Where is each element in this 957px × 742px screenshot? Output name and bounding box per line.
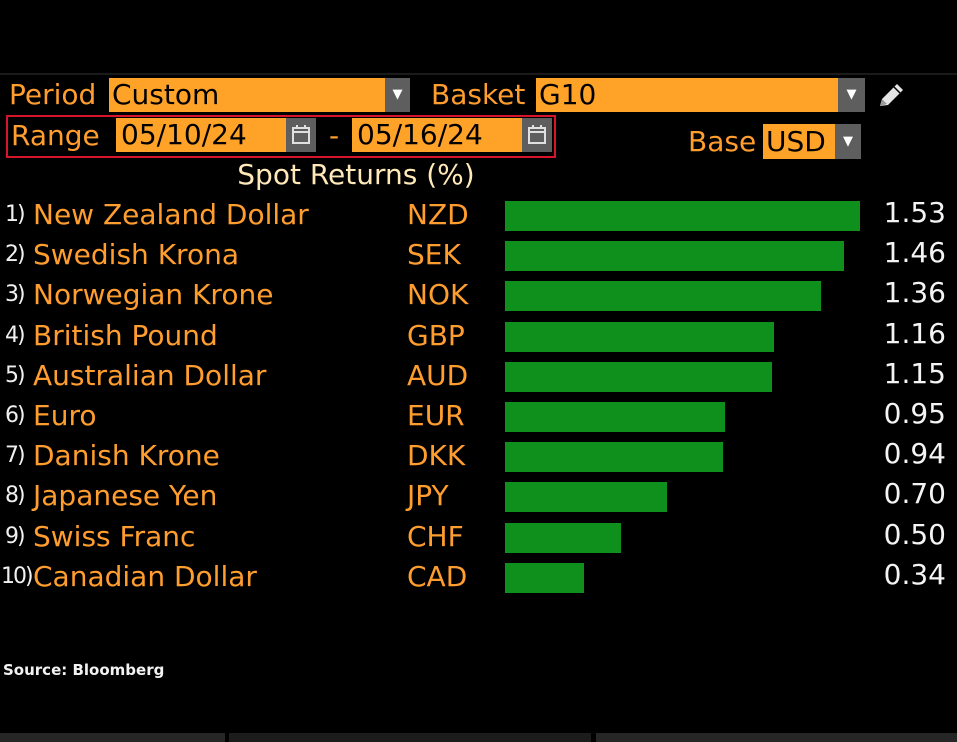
row-number: 5): [5, 362, 26, 388]
return-value: 0.50: [883, 517, 946, 551]
range-label: Range: [11, 119, 100, 152]
row-number: 8): [5, 483, 26, 509]
currency-name: Norwegian Krone: [33, 278, 274, 312]
currency-code: NOK: [407, 278, 469, 312]
row-number: 7): [5, 443, 26, 469]
currency-name: Swedish Krona: [33, 238, 239, 272]
bottom-segment: [596, 733, 957, 742]
return-value: 1.53: [883, 196, 946, 229]
range-end-calendar-button[interactable]: [522, 118, 552, 152]
base-dropdown-arrow[interactable]: ▼: [835, 124, 861, 159]
return-bar: [505, 281, 821, 312]
row-number: 3): [5, 282, 26, 308]
currency-code: JPY: [407, 479, 449, 513]
basket-dropdown[interactable]: G10: [536, 78, 838, 112]
currency-code: GBP: [407, 318, 465, 352]
return-value: 1.15: [883, 356, 946, 390]
row-number: 4): [5, 322, 26, 348]
currency-name: New Zealand Dollar: [33, 198, 309, 231]
currency-name: Canadian Dollar: [33, 559, 257, 593]
base-label: Base: [688, 125, 757, 158]
currency-name: Japanese Yen: [33, 479, 218, 513]
range-highlight-frame: [6, 115, 556, 158]
return-bar: [505, 522, 621, 553]
base-dropdown[interactable]: USD: [763, 124, 835, 159]
return-value: 1.46: [883, 236, 946, 270]
row-number: 9): [5, 523, 26, 549]
row-number: 2): [5, 242, 26, 268]
calendar-icon: [528, 125, 546, 144]
range-start-input[interactable]: 05/10/24: [116, 118, 286, 152]
header-divider: [0, 73, 957, 75]
range-separator: -: [329, 119, 340, 152]
return-bar: [505, 442, 723, 473]
currency-name: Australian Dollar: [33, 358, 267, 392]
currency-code: SEK: [407, 238, 461, 272]
calendar-icon: [292, 125, 310, 144]
bottom-segment: [0, 733, 225, 742]
basket-label: Basket: [431, 78, 526, 111]
currency-code: DKK: [407, 439, 466, 473]
source-note: Source: Bloomberg: [3, 661, 165, 679]
currency-code: CAD: [407, 559, 468, 593]
currency-code: CHF: [407, 519, 464, 553]
return-value: 0.94: [883, 437, 946, 471]
return-value: 0.95: [883, 397, 946, 430]
currency-name: Danish Krone: [33, 439, 220, 473]
period-dropdown-arrow[interactable]: ▼: [385, 78, 410, 112]
return-value: 0.34: [883, 557, 946, 591]
currency-code: NZD: [407, 198, 469, 231]
currency-code: AUD: [407, 358, 469, 392]
row-number: 10): [1, 563, 34, 589]
return-value: 0.70: [883, 477, 946, 511]
row-number: 6): [5, 403, 26, 428]
chevron-down-icon: ▼: [392, 87, 403, 102]
currency-name: British Pound: [33, 318, 218, 352]
range-end-input[interactable]: 05/16/24: [352, 118, 522, 152]
return-bar: [505, 562, 584, 593]
return-bar: [505, 361, 772, 392]
period-dropdown[interactable]: Custom: [109, 78, 385, 112]
pencil-icon[interactable]: [876, 80, 908, 110]
row-number: 1): [5, 202, 26, 227]
return-bar: [505, 321, 774, 352]
chevron-down-icon: ▼: [843, 134, 853, 149]
chart-title: Spot Returns (%): [237, 158, 475, 191]
return-value: 1.16: [883, 316, 946, 350]
return-bar: [505, 482, 667, 513]
return-value: 1.36: [883, 276, 946, 310]
return-bar: [505, 402, 725, 432]
return-bar: [505, 201, 860, 231]
currency-name: Swiss Franc: [33, 519, 196, 553]
currency-name: Euro: [33, 399, 97, 432]
currency-code: EUR: [407, 399, 465, 432]
bottom-segment: [229, 733, 591, 742]
chevron-down-icon: ▼: [846, 87, 857, 102]
return-bar: [505, 241, 844, 272]
basket-dropdown-arrow[interactable]: ▼: [838, 78, 865, 112]
period-label: Period: [9, 78, 97, 111]
range-start-calendar-button[interactable]: [286, 118, 316, 152]
